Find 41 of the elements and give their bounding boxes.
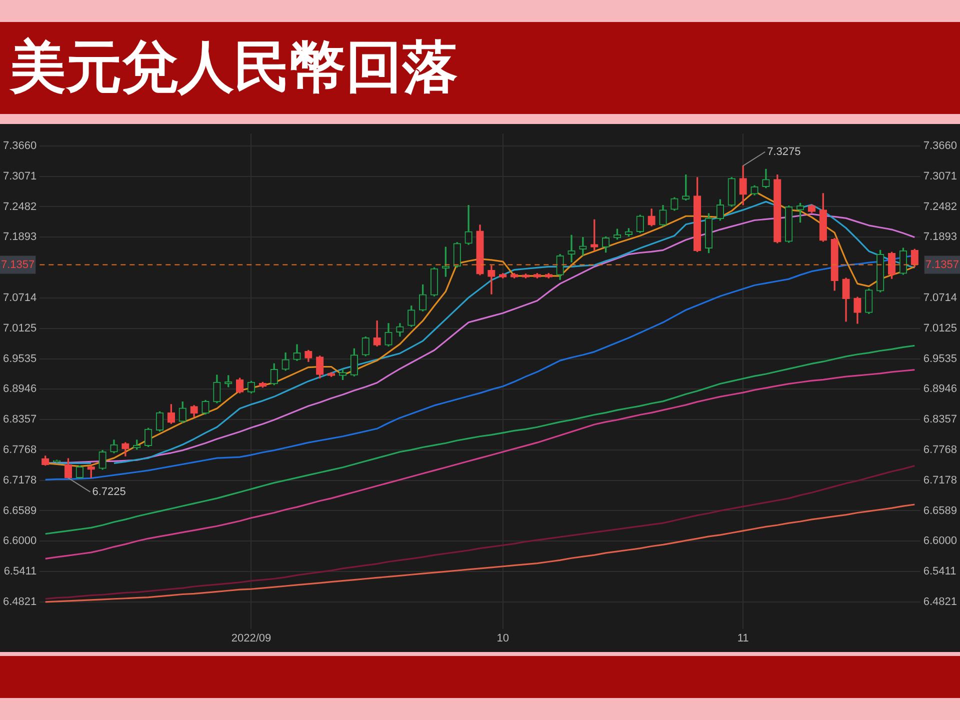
x-tick-label: 10 bbox=[496, 632, 509, 644]
y2-tick-label: 6.7768 bbox=[923, 444, 958, 456]
y-tick-label: 6.4821 bbox=[2, 596, 37, 608]
y-tick-label: 6.8357 bbox=[2, 414, 37, 426]
y-tick-label: 6.6589 bbox=[2, 504, 37, 517]
y2-tick-label: 6.8946 bbox=[923, 383, 958, 396]
y-tick-label: 7.1893 bbox=[2, 231, 37, 244]
y-tick-label: 6.8946 bbox=[2, 383, 37, 396]
chart-title: 美元兌人民幣回落 bbox=[10, 34, 458, 102]
y-tick-label: 6.7768 bbox=[2, 444, 37, 456]
y2-tick-label: 6.6000 bbox=[923, 535, 958, 548]
y-tick-label: 7.3660 bbox=[2, 140, 37, 152]
y2-tick-label: 7.3071 bbox=[923, 170, 958, 182]
y-tick-label: 7.2482 bbox=[2, 200, 37, 213]
y-tick-label: 6.7178 bbox=[2, 474, 37, 486]
ref-line-label: 7.1357 bbox=[0, 258, 35, 271]
candlestick bbox=[488, 265, 496, 294]
candlestick bbox=[568, 234, 576, 262]
y-tick-label: 6.9535 bbox=[2, 352, 37, 365]
y2-tick-label: 6.5411 bbox=[923, 566, 956, 578]
y2-tick-label: 7.0714 bbox=[923, 292, 958, 304]
y-tick-label: 7.3071 bbox=[2, 170, 37, 182]
y2-tick-label: 7.3660 bbox=[923, 140, 958, 152]
text: 7.1357 bbox=[925, 258, 960, 271]
annotation: 6.7225 bbox=[92, 486, 126, 498]
y-tick-label: 6.5411 bbox=[4, 566, 37, 578]
x-tick-label: 2022/09 bbox=[231, 632, 272, 644]
y-tick-label: 6.6000 bbox=[2, 535, 37, 548]
y2-tick-label: 6.9535 bbox=[923, 352, 958, 365]
y2-tick-label: 6.4821 bbox=[923, 596, 958, 608]
candlestick bbox=[579, 236, 587, 256]
y2-tick-label: 6.8357 bbox=[923, 414, 958, 426]
x-tick-label: 11 bbox=[737, 632, 749, 644]
annotation: 7.3275 bbox=[767, 146, 801, 158]
y-tick-label: 7.0125 bbox=[2, 322, 37, 334]
y2-tick-label: 6.6589 bbox=[923, 504, 958, 517]
y2-tick-label: 7.2482 bbox=[923, 200, 958, 213]
y-tick-label: 7.0714 bbox=[2, 292, 37, 304]
y2-tick-label: 7.0125 bbox=[923, 322, 958, 334]
y2-tick-label: 7.1893 bbox=[923, 231, 958, 244]
y2-tick-label: 6.7178 bbox=[923, 474, 958, 486]
